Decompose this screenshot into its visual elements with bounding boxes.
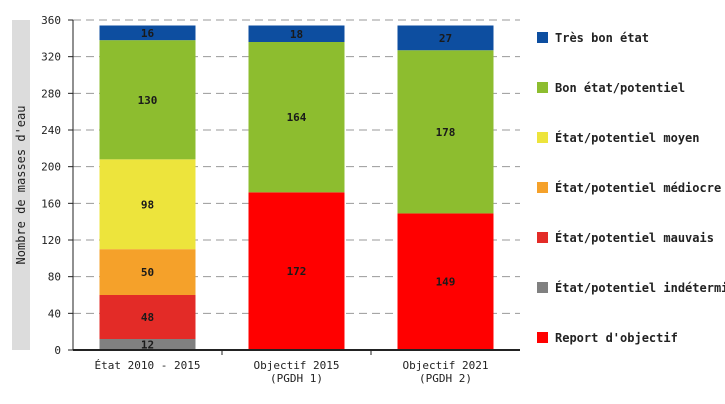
category-label: Objectif 2021 — [402, 359, 488, 372]
data-label: 130 — [138, 94, 158, 107]
legend-entry-tres-bon-etat: Très bon état — [555, 31, 649, 45]
bar-segment-etat-potentiel-indetermine — [99, 339, 196, 350]
bar-segment-tres-bon-etat — [248, 25, 345, 42]
y-tick-label: 0 — [54, 344, 61, 357]
legend-entry-etat-potentiel-moyen: État/potentiel moyen — [555, 130, 700, 145]
legend-swatch — [537, 132, 548, 143]
legend-entry-etat-potentiel-mauvais: État/potentiel mauvais — [555, 230, 714, 245]
data-label: 172 — [287, 265, 307, 278]
data-label: 16 — [141, 27, 155, 40]
data-label: 98 — [141, 198, 154, 211]
category-label: État 2010 - 2015 — [95, 359, 201, 372]
legend-swatch — [537, 32, 548, 43]
legend-entry-etat-potentiel-indetermine: État/potentiel indéterminé — [555, 280, 725, 295]
bar-segment-tres-bon-etat — [99, 25, 196, 41]
data-label: 149 — [436, 276, 456, 289]
y-tick-label: 160 — [41, 197, 61, 210]
y-tick-label: 240 — [41, 124, 61, 137]
legend-entry-report-d-objectif: Report d'objectif — [555, 331, 678, 345]
y-tick-label: 320 — [41, 51, 61, 64]
bar-segment-report-d-objectif — [248, 192, 345, 350]
legend-entry-bon-etat-potentiel: Bon état/potentiel — [555, 81, 685, 95]
legend-entry-etat-potentiel-mediocre: État/potentiel médiocre — [555, 180, 721, 195]
bar-segment-etat-potentiel-mediocre — [99, 249, 196, 295]
y-tick-label: 360 — [41, 14, 61, 27]
data-label: 48 — [141, 311, 154, 324]
legend-swatch — [537, 182, 548, 193]
bar-segment-report-d-objectif — [397, 213, 494, 350]
legend-swatch — [537, 82, 548, 93]
bar-segment-bon-etat-potentiel — [248, 42, 345, 193]
bar-segment-tres-bon-etat — [397, 25, 494, 51]
y-tick-label: 120 — [41, 234, 61, 247]
data-label: 27 — [439, 32, 452, 45]
bar-segment-etat-potentiel-mauvais — [99, 295, 196, 339]
bar-segment-etat-potentiel-moyen — [99, 159, 196, 250]
y-tick-label: 40 — [48, 307, 61, 320]
data-label: 50 — [141, 266, 154, 279]
data-label: 178 — [436, 126, 456, 139]
category-label: (PGDH 1) — [270, 372, 323, 385]
data-label: 18 — [290, 28, 303, 41]
legend-swatch — [537, 232, 548, 243]
y-axis-label-background — [12, 20, 30, 350]
data-label: 12 — [141, 339, 154, 352]
category-label: (PGDH 2) — [419, 372, 472, 385]
y-tick-label: 80 — [48, 271, 61, 284]
legend-swatch — [537, 282, 548, 293]
bar-segment-bon-etat-potentiel — [99, 40, 196, 160]
legend-swatch — [537, 332, 548, 343]
category-label: Objectif 2015 — [253, 359, 339, 372]
y-tick-label: 200 — [41, 161, 61, 174]
data-label: 164 — [287, 111, 307, 124]
bar-segment-bon-etat-potentiel — [397, 50, 494, 214]
y-tick-label: 280 — [41, 87, 61, 100]
